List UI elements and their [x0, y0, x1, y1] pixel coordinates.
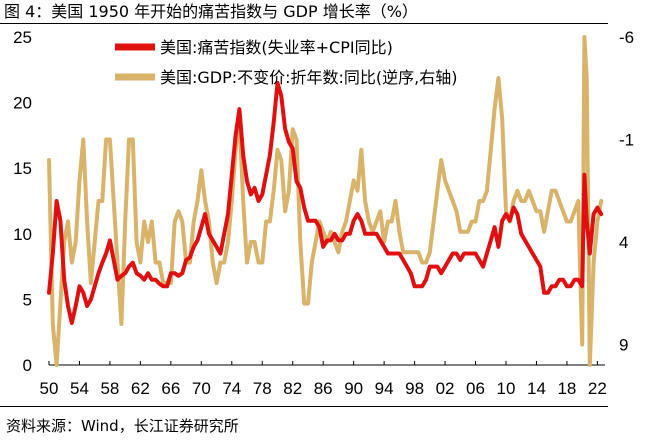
x-tick-label: 54 [70, 379, 89, 398]
x-tick-label: 70 [192, 379, 211, 398]
x-tick-label: 86 [314, 379, 333, 398]
x-tick-label: 82 [283, 379, 302, 398]
figure-source: 资料来源：Wind，长江证券研究所 [6, 417, 239, 435]
legend: 美国:痛苦指数(失业率+CPI同比) 美国:GDP:不变价:折年数:同比(逆序,… [115, 38, 458, 87]
series-line-misery-index [47, 80, 604, 325]
y-axis-left-ticks: 0 5 10 15 20 25 [13, 28, 32, 375]
title-rule [0, 23, 608, 24]
y-left-tick-label: 5 [23, 290, 32, 309]
y-right-tick-label: -6 [619, 28, 634, 47]
x-axis-ticks: 50 54 58 62 66 70 74 78 82 86 90 94 98 02 06 10 14 18 22 [40, 361, 607, 398]
x-tick-label: 18 [557, 379, 576, 398]
y-left-tick-label: 10 [13, 225, 32, 244]
source-rule [0, 406, 608, 407]
x-tick-label: 10 [497, 379, 516, 398]
y-right-tick-label: 4 [619, 233, 628, 252]
x-tick-label: 90 [344, 379, 363, 398]
x-tick-label: 74 [222, 379, 241, 398]
y-right-tick-label: -1 [619, 131, 634, 150]
x-tick-label: 98 [405, 379, 424, 398]
series-lines [47, 35, 604, 367]
x-tick-label: 06 [466, 379, 485, 398]
x-tick-label: 02 [436, 379, 455, 398]
x-tick-label: 94 [375, 379, 394, 398]
x-tick-label: 66 [161, 379, 180, 398]
y-left-tick-label: 25 [13, 28, 32, 47]
legend-label-gdp: 美国:GDP:不变价:折年数:同比(逆序,右轴) [160, 68, 458, 87]
y-left-tick-label: 20 [13, 94, 32, 113]
legend-label-misery: 美国:痛苦指数(失业率+CPI同比) [160, 38, 393, 57]
x-tick-label: 58 [100, 379, 119, 398]
x-tick-label: 78 [253, 379, 272, 398]
figure-title: 图 4：美国 1950 年开始的痛苦指数与 GDP 增长率（%） [4, 2, 418, 21]
y-left-tick-label: 0 [23, 356, 32, 375]
x-tick-label: 14 [527, 379, 546, 398]
y-right-tick-label: 9 [619, 336, 628, 355]
y-left-tick-label: 15 [13, 159, 32, 178]
line-chart: 50 54 58 62 66 70 74 78 82 86 90 94 98 02 06 10 14 18 22 0… [13, 28, 634, 398]
x-tick-label: 22 [588, 379, 607, 398]
y-axis-right-ticks: -6 -1 4 9 [619, 28, 634, 355]
x-tick-label: 50 [40, 379, 59, 398]
x-tick-label: 62 [131, 379, 150, 398]
